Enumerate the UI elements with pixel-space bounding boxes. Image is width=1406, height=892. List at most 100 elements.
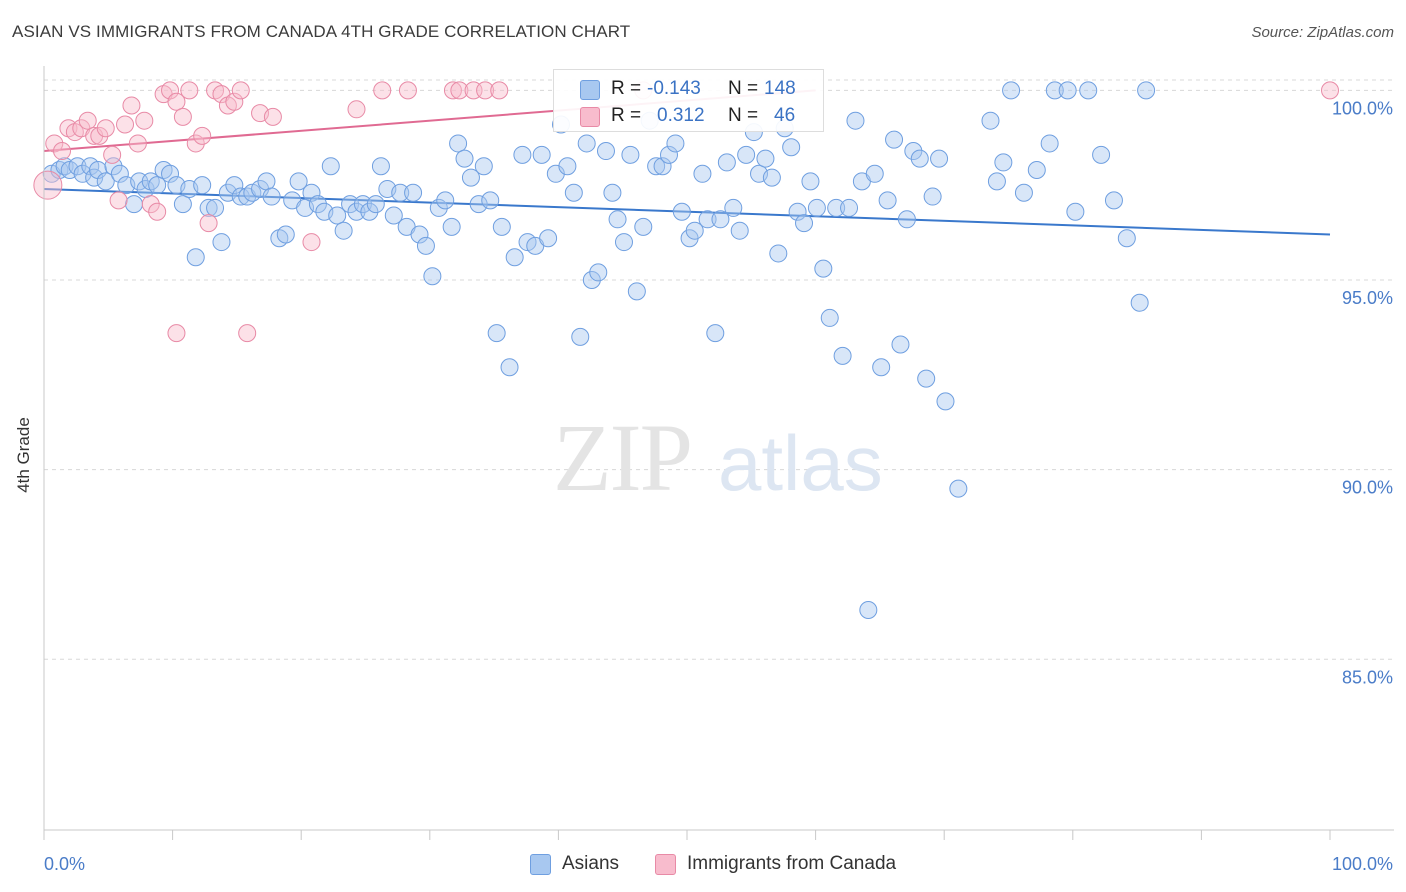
asians-point xyxy=(474,157,493,176)
asians-point xyxy=(833,346,852,365)
axes: 100.0% 95.0% 90.0% 85.0% 0.0% 100.0% xyxy=(43,66,1394,874)
canada-point xyxy=(109,191,128,210)
asians-point xyxy=(193,176,212,195)
y-tick-label: 90.0% xyxy=(1342,478,1393,498)
asians-point xyxy=(1104,191,1123,210)
asians-point xyxy=(846,111,865,130)
asians-point xyxy=(1117,229,1136,248)
asians-point xyxy=(455,149,474,168)
asians-point xyxy=(936,392,955,411)
canada-point xyxy=(263,107,282,126)
asians-swatch xyxy=(580,80,600,100)
asians-point xyxy=(666,134,685,153)
canada-point xyxy=(199,214,218,233)
asians-point xyxy=(391,183,410,202)
asians-point xyxy=(1045,81,1064,100)
canada-point xyxy=(103,145,122,164)
asians-point xyxy=(1137,81,1156,100)
asians-point xyxy=(672,202,691,221)
asians-point xyxy=(96,172,115,191)
asians-point xyxy=(917,369,936,388)
asians-point xyxy=(564,183,583,202)
asians-point xyxy=(788,202,807,221)
asians-point xyxy=(685,221,704,240)
y-axis-title: 4th Grade xyxy=(14,417,33,493)
watermark: ZIP atlas xyxy=(553,404,883,511)
asians-point xyxy=(347,202,366,221)
stats-row-canada: R = 0.312 N = 46 xyxy=(554,101,823,129)
canada-point xyxy=(238,324,257,343)
asians-point xyxy=(173,195,192,214)
asians-point xyxy=(416,236,435,255)
asians-point xyxy=(634,217,653,236)
asians-point xyxy=(627,282,646,301)
asians-point xyxy=(125,195,144,214)
asians-point xyxy=(423,267,442,286)
asians-point xyxy=(737,145,756,164)
r-label: R = xyxy=(611,105,642,126)
asians-point xyxy=(762,168,781,187)
asians-point xyxy=(449,134,468,153)
r-label: R = xyxy=(611,78,642,99)
asians-point xyxy=(148,176,167,195)
asians-point xyxy=(505,248,524,267)
asians-point xyxy=(1002,81,1021,100)
canada-point xyxy=(167,92,186,111)
asians-point xyxy=(577,134,596,153)
asians-point xyxy=(589,263,608,282)
r-value: 0.312 xyxy=(657,105,705,126)
asians-point xyxy=(949,479,968,498)
asians-point xyxy=(571,327,590,346)
asians-point xyxy=(404,183,423,202)
asians-point xyxy=(801,172,820,191)
canada-point xyxy=(90,126,109,145)
asians-point xyxy=(186,248,205,267)
asians-point xyxy=(930,149,949,168)
asians-point xyxy=(769,244,788,263)
asians-point xyxy=(371,157,390,176)
canada-point xyxy=(186,134,205,153)
asians-point xyxy=(429,198,448,217)
asians-point xyxy=(199,198,218,217)
asians-point xyxy=(384,206,403,225)
canada-point xyxy=(167,324,186,343)
canada-point xyxy=(116,115,135,134)
asians-point xyxy=(1130,293,1149,312)
y-tick-label: 85.0% xyxy=(1342,667,1393,687)
asians-point xyxy=(820,308,839,327)
n-label: N = xyxy=(728,105,759,126)
asians-point xyxy=(582,271,601,289)
asians-point xyxy=(596,142,615,161)
asians-point xyxy=(891,335,910,354)
canada-point xyxy=(128,134,147,153)
asians-point xyxy=(410,225,429,244)
asians-point xyxy=(987,172,1006,191)
asians-point xyxy=(328,206,347,225)
asians-point xyxy=(756,149,775,168)
n-label: N = xyxy=(728,78,759,99)
asians-point xyxy=(878,191,897,210)
n-value: 46 xyxy=(774,105,796,126)
asians-point xyxy=(513,145,532,164)
asians-point xyxy=(647,157,666,176)
canada-point xyxy=(490,81,509,100)
asians-point xyxy=(212,233,231,252)
legend-label: Asians xyxy=(562,853,620,874)
canada-point xyxy=(302,233,321,252)
asians-point xyxy=(206,198,225,217)
asians-point xyxy=(814,259,833,278)
asians-point xyxy=(539,229,558,248)
asians-point xyxy=(353,195,372,214)
x-tick-label: 100.0% xyxy=(1332,854,1393,874)
canada-point xyxy=(231,81,250,100)
asians-point xyxy=(614,233,633,252)
asians-point xyxy=(859,601,878,619)
canada-legend-swatch xyxy=(655,854,676,875)
canada-point xyxy=(148,202,167,221)
asians-point xyxy=(360,202,379,221)
asians-point xyxy=(366,195,385,214)
asians-point xyxy=(897,210,916,229)
asians-point xyxy=(231,187,250,206)
asians-point xyxy=(161,164,180,183)
canada-point xyxy=(443,81,462,100)
